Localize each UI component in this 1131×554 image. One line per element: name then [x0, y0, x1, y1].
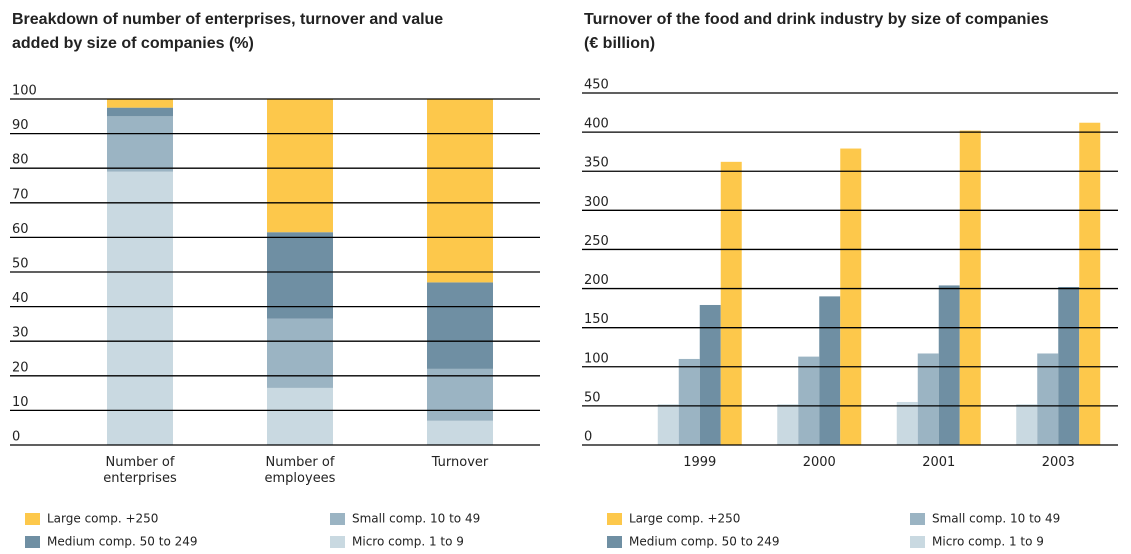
legend-swatch — [910, 513, 925, 525]
bar-segment — [427, 420, 493, 445]
bar — [1016, 404, 1038, 445]
chart-title: Breakdown of number of enterprises, turn… — [12, 11, 444, 52]
legend-swatch — [25, 513, 40, 525]
y-tick-label: 450 — [584, 78, 609, 93]
bar — [819, 296, 841, 445]
bar-segment — [107, 171, 173, 445]
y-tick-label: 90 — [12, 118, 29, 133]
x-tick-label-box: Number of employees — [264, 455, 336, 486]
bar-segment — [267, 387, 333, 445]
bar-segment — [427, 282, 493, 369]
bar — [938, 285, 960, 445]
y-tick-label: 100 — [12, 84, 37, 99]
legend-swatch — [25, 536, 40, 548]
legend-label: Medium comp. 50 to 249 — [47, 535, 198, 549]
bar — [678, 358, 700, 445]
x-tick-label-box: 2001 — [922, 455, 956, 470]
y-tick-label: 150 — [584, 312, 609, 327]
bar — [896, 401, 918, 445]
y-tick-label: 0 — [12, 430, 20, 445]
bar-segment — [107, 99, 173, 108]
bar — [1079, 122, 1101, 446]
legend-swatch — [330, 513, 345, 525]
bar — [959, 130, 981, 445]
bar-segment — [107, 107, 173, 117]
bar-segment — [107, 116, 173, 172]
bar — [798, 356, 820, 445]
y-tick-label: 10 — [12, 395, 29, 410]
bar — [720, 161, 742, 445]
bar — [1037, 353, 1059, 445]
x-tick-label-box: 2003 — [1041, 455, 1075, 470]
x-tick-label: 2000 — [802, 455, 836, 470]
x-tick-label: 2001 — [922, 455, 956, 470]
legend-label: Large comp. +250 — [47, 512, 158, 526]
x-tick-label-box: 1999 — [683, 455, 717, 470]
bar — [777, 404, 799, 445]
bar — [699, 304, 721, 445]
y-tick-label: 70 — [12, 187, 29, 202]
y-tick-label: 200 — [584, 273, 609, 288]
legend-label: Medium comp. 50 to 249 — [629, 535, 780, 549]
y-tick-label: 20 — [12, 360, 29, 375]
bar — [657, 404, 679, 445]
y-tick-label: 400 — [584, 117, 609, 132]
x-tick-label: Turnover — [431, 455, 489, 470]
legend-swatch — [910, 536, 925, 548]
legend-label: Micro comp. 1 to 9 — [932, 535, 1044, 549]
x-tick-label: 2003 — [1041, 455, 1075, 470]
y-tick-label: 250 — [584, 234, 609, 249]
x-tick-label: Number of employees — [264, 455, 336, 486]
y-tick-label: 50 — [584, 390, 601, 405]
y-tick-label: 300 — [584, 195, 609, 210]
x-tick-label-box: Turnover — [431, 455, 489, 470]
x-tick-label-box: Number of enterprises — [103, 455, 177, 486]
y-tick-label: 40 — [12, 291, 29, 306]
bar-segment — [267, 318, 333, 388]
y-tick-label: 350 — [584, 156, 609, 171]
y-tick-label: 60 — [12, 222, 29, 237]
bar — [840, 148, 862, 445]
legend-label: Large comp. +250 — [629, 512, 740, 526]
x-tick-label: 1999 — [683, 455, 717, 470]
chart-title: Turnover of the food and drink industry … — [584, 11, 1049, 52]
legend-swatch — [607, 513, 622, 525]
legend-label: Small comp. 10 to 49 — [352, 512, 480, 526]
legend-swatch — [330, 536, 345, 548]
legend-label: Small comp. 10 to 49 — [932, 512, 1060, 526]
legend-swatch — [607, 536, 622, 548]
bar-segment — [427, 99, 493, 283]
bar-segment — [267, 232, 333, 319]
bar — [917, 353, 939, 445]
y-tick-label: 50 — [12, 257, 29, 272]
x-tick-label: Number of enterprises — [103, 455, 177, 486]
y-tick-label: 30 — [12, 326, 29, 341]
x-tick-label-box: 2000 — [802, 455, 836, 470]
bar-segment — [267, 99, 333, 233]
bar — [1058, 286, 1080, 445]
y-tick-label: 100 — [584, 351, 609, 366]
bar-segment — [427, 368, 493, 421]
y-tick-label: 80 — [12, 153, 29, 168]
y-tick-label: 0 — [584, 430, 592, 445]
legend-label: Micro comp. 1 to 9 — [352, 535, 464, 549]
